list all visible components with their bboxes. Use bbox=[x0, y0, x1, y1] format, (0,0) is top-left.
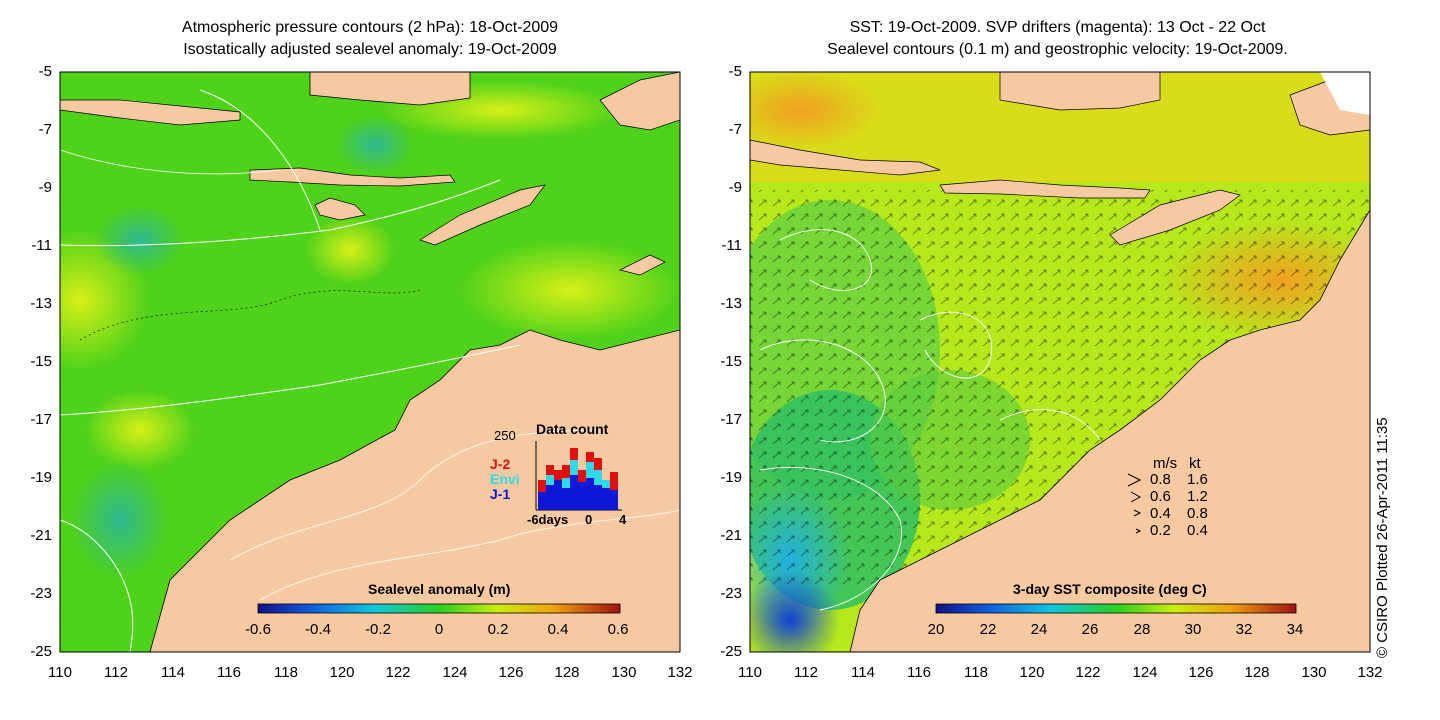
sla-tick: 0 bbox=[434, 621, 444, 638]
x-tick: 110 bbox=[48, 664, 72, 681]
inset-legend-j1: J-1 bbox=[490, 486, 511, 502]
sla-tick: -0.4 bbox=[305, 621, 331, 638]
speed-legend-arrows bbox=[1127, 473, 1142, 534]
x-tick: 110 bbox=[738, 664, 762, 681]
x-tick: 132 bbox=[667, 664, 693, 681]
y-tick: -17 bbox=[30, 411, 52, 428]
x-tick: 130 bbox=[1301, 664, 1327, 681]
right-map-frame bbox=[749, 71, 1371, 653]
sla-colorbar bbox=[257, 603, 621, 614]
right-title-line2: Sealevel contours (0.1 m) and geostrophi… bbox=[827, 41, 1288, 58]
inset-ymax-label: 250 bbox=[494, 428, 516, 443]
y-tick: -21 bbox=[720, 527, 742, 544]
sst-tick: 28 bbox=[1133, 621, 1151, 638]
sla-tick: -0.6 bbox=[245, 621, 271, 638]
sla-tick: -0.2 bbox=[365, 621, 391, 638]
inset-legend-envi: Envi bbox=[490, 471, 520, 487]
sla-tick: 0.6 bbox=[607, 621, 629, 638]
sst-tick: 24 bbox=[1030, 621, 1048, 638]
sst-tick: 32 bbox=[1235, 621, 1253, 638]
sst-tick: 34 bbox=[1286, 621, 1304, 638]
x-tick: 126 bbox=[498, 664, 524, 681]
y-tick: -13 bbox=[720, 295, 742, 312]
data-count-histogram bbox=[535, 441, 622, 511]
y-tick: -21 bbox=[30, 527, 52, 544]
sst-tick: 30 bbox=[1184, 621, 1202, 638]
inset-xlabel: 0 bbox=[585, 512, 593, 527]
speed-legend-ms: 0.4 bbox=[1150, 505, 1171, 522]
x-tick: 114 bbox=[851, 664, 875, 681]
left-map-frame bbox=[59, 71, 681, 653]
speed-legend-kt: 1.6 bbox=[1187, 471, 1208, 488]
x-tick: 116 bbox=[217, 664, 241, 681]
sst-colorbar bbox=[935, 603, 1297, 614]
x-tick: 124 bbox=[442, 664, 468, 681]
sla-tick: 0.4 bbox=[547, 621, 569, 638]
y-tick: -17 bbox=[720, 411, 742, 428]
y-tick: -19 bbox=[720, 469, 742, 486]
x-tick: 112 bbox=[794, 664, 818, 681]
x-tick: 120 bbox=[329, 664, 355, 681]
speed-legend-kt: 0.8 bbox=[1187, 505, 1208, 522]
x-tick: 128 bbox=[554, 664, 580, 681]
left-title-line1: Atmospheric pressure contours (2 hPa): 1… bbox=[181, 19, 559, 36]
y-tick: -7 bbox=[728, 121, 742, 138]
x-tick: 122 bbox=[385, 664, 411, 681]
y-tick: -9 bbox=[38, 179, 52, 196]
x-tick: 124 bbox=[1132, 664, 1158, 681]
left-title-line2: Isostatically adjusted sealevel anomaly:… bbox=[183, 41, 557, 58]
speed-legend-kt: 1.2 bbox=[1187, 488, 1208, 505]
y-tick: -15 bbox=[30, 353, 52, 370]
speed-legend-header-kt: kt bbox=[1189, 455, 1201, 472]
y-tick: -23 bbox=[30, 585, 52, 602]
x-tick: 128 bbox=[1244, 664, 1270, 681]
credit-text: © CSIRO Plotted 26-Apr-2011 11:35 bbox=[1374, 417, 1391, 658]
speed-legend-kt: 0.4 bbox=[1187, 522, 1208, 539]
sst-tick: 26 bbox=[1081, 621, 1099, 638]
y-tick: -5 bbox=[38, 63, 52, 80]
inset-title: Data count bbox=[536, 421, 609, 437]
y-tick: -23 bbox=[720, 585, 742, 602]
y-tick: -25 bbox=[30, 643, 52, 660]
x-tick: 116 bbox=[907, 664, 931, 681]
x-tick: 112 bbox=[104, 664, 128, 681]
x-tick: 126 bbox=[1188, 664, 1214, 681]
sealevel-map bbox=[60, 72, 680, 652]
y-tick: -13 bbox=[30, 295, 52, 312]
inset-xlabel: -6days bbox=[527, 512, 569, 527]
y-tick: -5 bbox=[728, 63, 742, 80]
x-tick: 118 bbox=[274, 664, 298, 681]
speed-legend-ms: 0.6 bbox=[1150, 488, 1171, 505]
y-tick: -9 bbox=[728, 179, 742, 196]
y-tick: -7 bbox=[38, 121, 52, 138]
y-tick: -25 bbox=[720, 643, 742, 660]
sst-map bbox=[750, 72, 1370, 652]
y-tick: -11 bbox=[31, 237, 52, 254]
speed-legend-header-ms: m/s bbox=[1153, 455, 1178, 472]
y-tick: -15 bbox=[720, 353, 742, 370]
x-tick: 132 bbox=[1357, 664, 1383, 681]
x-tick: 120 bbox=[1019, 664, 1045, 681]
speed-legend-ms: 0.8 bbox=[1150, 471, 1171, 488]
x-tick: 118 bbox=[964, 664, 988, 681]
speed-legend-ms: 0.2 bbox=[1150, 522, 1171, 539]
y-tick: -11 bbox=[721, 237, 742, 254]
inset-xlabel: 4 bbox=[619, 512, 627, 527]
sla-colorbar-label: Sealevel anomaly (m) bbox=[368, 581, 511, 597]
sst-colorbar-label: 3-day SST composite (deg C) bbox=[1013, 581, 1207, 597]
y-tick: -19 bbox=[30, 469, 52, 486]
sla-tick: 0.2 bbox=[487, 621, 509, 638]
inset-legend-j2: J-2 bbox=[490, 456, 511, 472]
x-tick: 122 bbox=[1075, 664, 1101, 681]
x-tick: 130 bbox=[611, 664, 637, 681]
sst-tick: 20 bbox=[927, 621, 945, 638]
sst-tick: 22 bbox=[979, 621, 997, 638]
right-title-line1: SST: 19-Oct-2009. SVP drifters (magenta)… bbox=[849, 19, 1266, 36]
x-tick: 114 bbox=[161, 664, 185, 681]
